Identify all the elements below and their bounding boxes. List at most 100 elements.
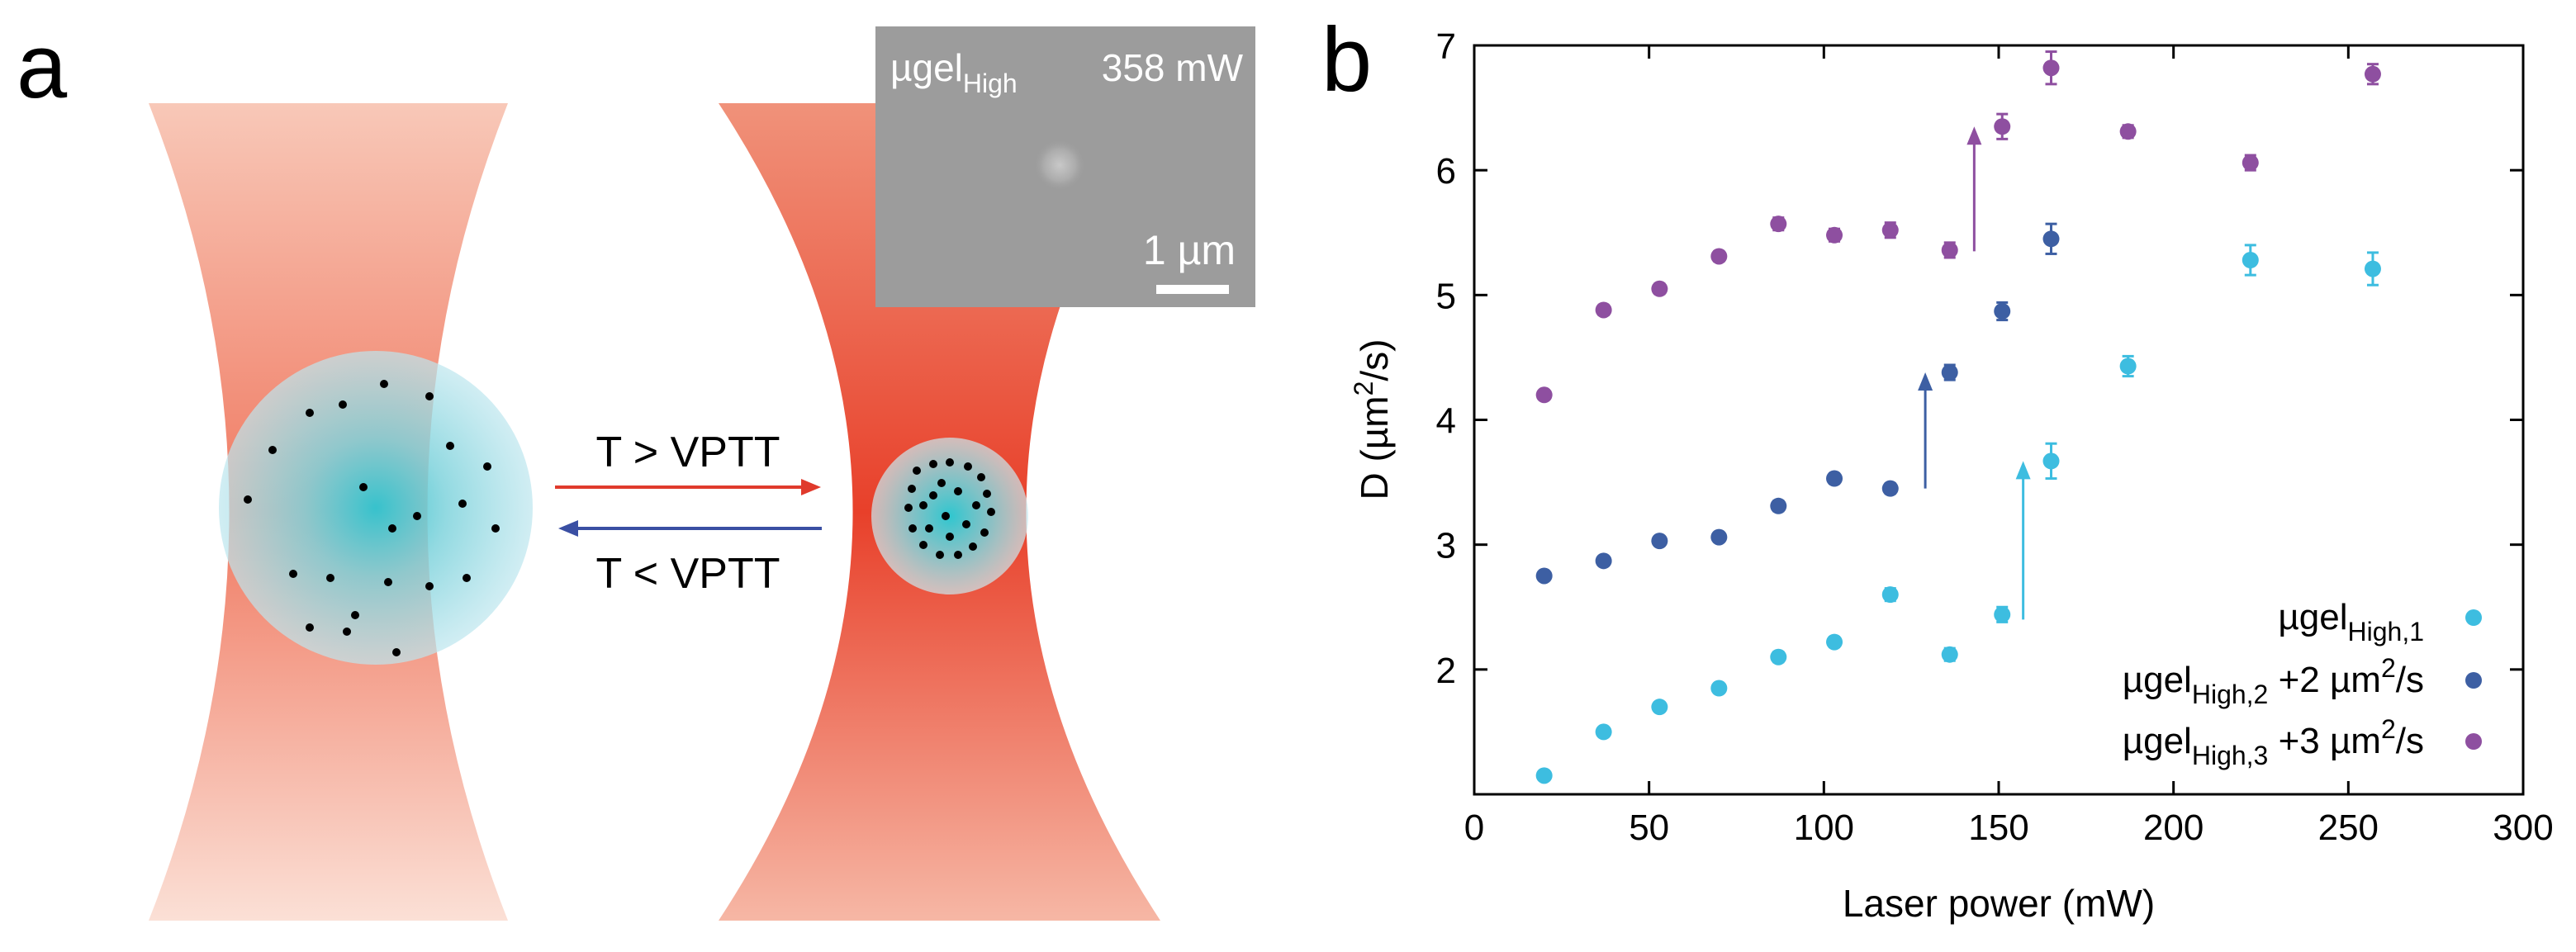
particle-dot [268, 446, 277, 454]
particle-dot [388, 524, 396, 533]
shift-arrow-head [1966, 126, 1982, 145]
x-tick-label: 300 [2493, 808, 2553, 848]
y-tick-label: 2 [1436, 651, 1456, 691]
swollen-particles [244, 380, 500, 656]
particle-dot [384, 578, 392, 586]
legend: µgelHigh,1 µgelHigh,2 +2 µm2/sµgelHigh,3 … [2123, 597, 2482, 770]
particle-dot [425, 392, 434, 400]
series-high-2 [1535, 222, 2060, 585]
data-points [1535, 50, 2381, 784]
particle-dot [913, 467, 921, 475]
legend-marker [2465, 733, 2482, 750]
data-point [2119, 123, 2137, 140]
data-point [1770, 216, 1787, 233]
micrograph-sample-label: µgelHigh [890, 46, 1018, 98]
data-point [1651, 699, 1668, 716]
data-point [1941, 646, 1958, 663]
data-point [2364, 260, 2381, 277]
legend-label: µgelHigh,1 [2278, 597, 2424, 647]
data-point [1535, 767, 1553, 784]
data-point [2242, 252, 2259, 269]
particle-dot [351, 611, 359, 619]
data-point [1710, 248, 1728, 265]
shift-arrows [1918, 126, 2031, 620]
panel-a-label: a [17, 16, 68, 117]
x-tick-label: 100 [1794, 808, 1854, 848]
particle-dot [904, 504, 913, 512]
y-axis-label: D (µm2/s) [1349, 339, 1396, 500]
micrograph-inset: µgelHigh 358 mW 1 µm [875, 26, 1255, 307]
legend-marker [2465, 609, 2482, 626]
heating-arrow-head [801, 479, 821, 495]
data-point [1994, 302, 2011, 320]
axis-ticks: 0 50 100 150 200 250 300 2 3 4 5 6 7 [1436, 26, 2554, 848]
particle-dot [343, 628, 351, 636]
heating-label: T > VPTT [596, 429, 780, 476]
particle-dot [458, 500, 467, 508]
x-tick-label: 250 [2318, 808, 2379, 848]
data-point [1535, 567, 1553, 585]
particle-dot [413, 512, 421, 520]
legend-marker [2465, 672, 2482, 689]
legend-label: µgelHigh,2 +2 µm2/s [2123, 653, 2424, 709]
particle-dot [289, 570, 297, 578]
legend-label: µgelHigh,3 +3 µm2/s [2123, 714, 2424, 770]
data-point [1535, 386, 1553, 404]
scale-bar [1156, 285, 1229, 294]
x-tick-label: 0 [1464, 808, 1484, 848]
particle-dot [306, 409, 314, 417]
particle-dot [483, 462, 491, 471]
data-point [1651, 280, 1668, 297]
data-point [1994, 606, 2011, 623]
data-point [1826, 633, 1843, 651]
particle-dot [964, 462, 972, 471]
data-point [1994, 118, 2011, 135]
particle-dot [244, 495, 252, 504]
data-point [1710, 528, 1728, 546]
particle-dot [306, 623, 314, 632]
data-point [1595, 552, 1612, 570]
particle-dot [425, 582, 434, 590]
data-point [1881, 480, 1899, 497]
x-tick-label: 150 [1968, 808, 2028, 848]
particle-dot [326, 574, 334, 582]
data-point [1826, 226, 1843, 244]
particle-dot [446, 442, 454, 450]
data-point [1770, 497, 1787, 514]
data-point [1770, 648, 1787, 665]
particle-dot [339, 400, 347, 409]
particle-dot [908, 485, 916, 493]
data-point [2119, 358, 2137, 375]
particle-dot [929, 491, 937, 500]
particle-dot [972, 501, 980, 509]
data-point [2042, 452, 2060, 470]
micrograph-power-label: 358 mW [1102, 46, 1244, 89]
particle-dot [919, 541, 927, 549]
y-tick-label: 7 [1436, 26, 1456, 67]
particle-dot [980, 528, 989, 537]
particle-dot [987, 508, 995, 516]
particle-dot [463, 574, 471, 582]
particle-dot [946, 458, 954, 467]
microgel-image-spot [1033, 139, 1086, 192]
scale-bar-label: 1 µm [1143, 227, 1236, 273]
data-point [1710, 680, 1728, 697]
series-high-1 [1535, 244, 2381, 784]
y-tick-label: 5 [1436, 276, 1456, 316]
particle-dot [942, 512, 950, 520]
data-point [1881, 586, 1899, 604]
x-tick-label: 200 [2143, 808, 2204, 848]
particle-dot [929, 460, 937, 468]
particle-dot [925, 524, 933, 533]
particle-dot [937, 479, 946, 487]
y-tick-label: 6 [1436, 151, 1456, 192]
cooling-label: T < VPTT [596, 550, 780, 598]
particle-dot [919, 501, 927, 509]
particle-dot [983, 490, 991, 498]
particle-dot [392, 648, 401, 656]
particle-dot [954, 487, 962, 495]
particle-dot [359, 483, 368, 491]
